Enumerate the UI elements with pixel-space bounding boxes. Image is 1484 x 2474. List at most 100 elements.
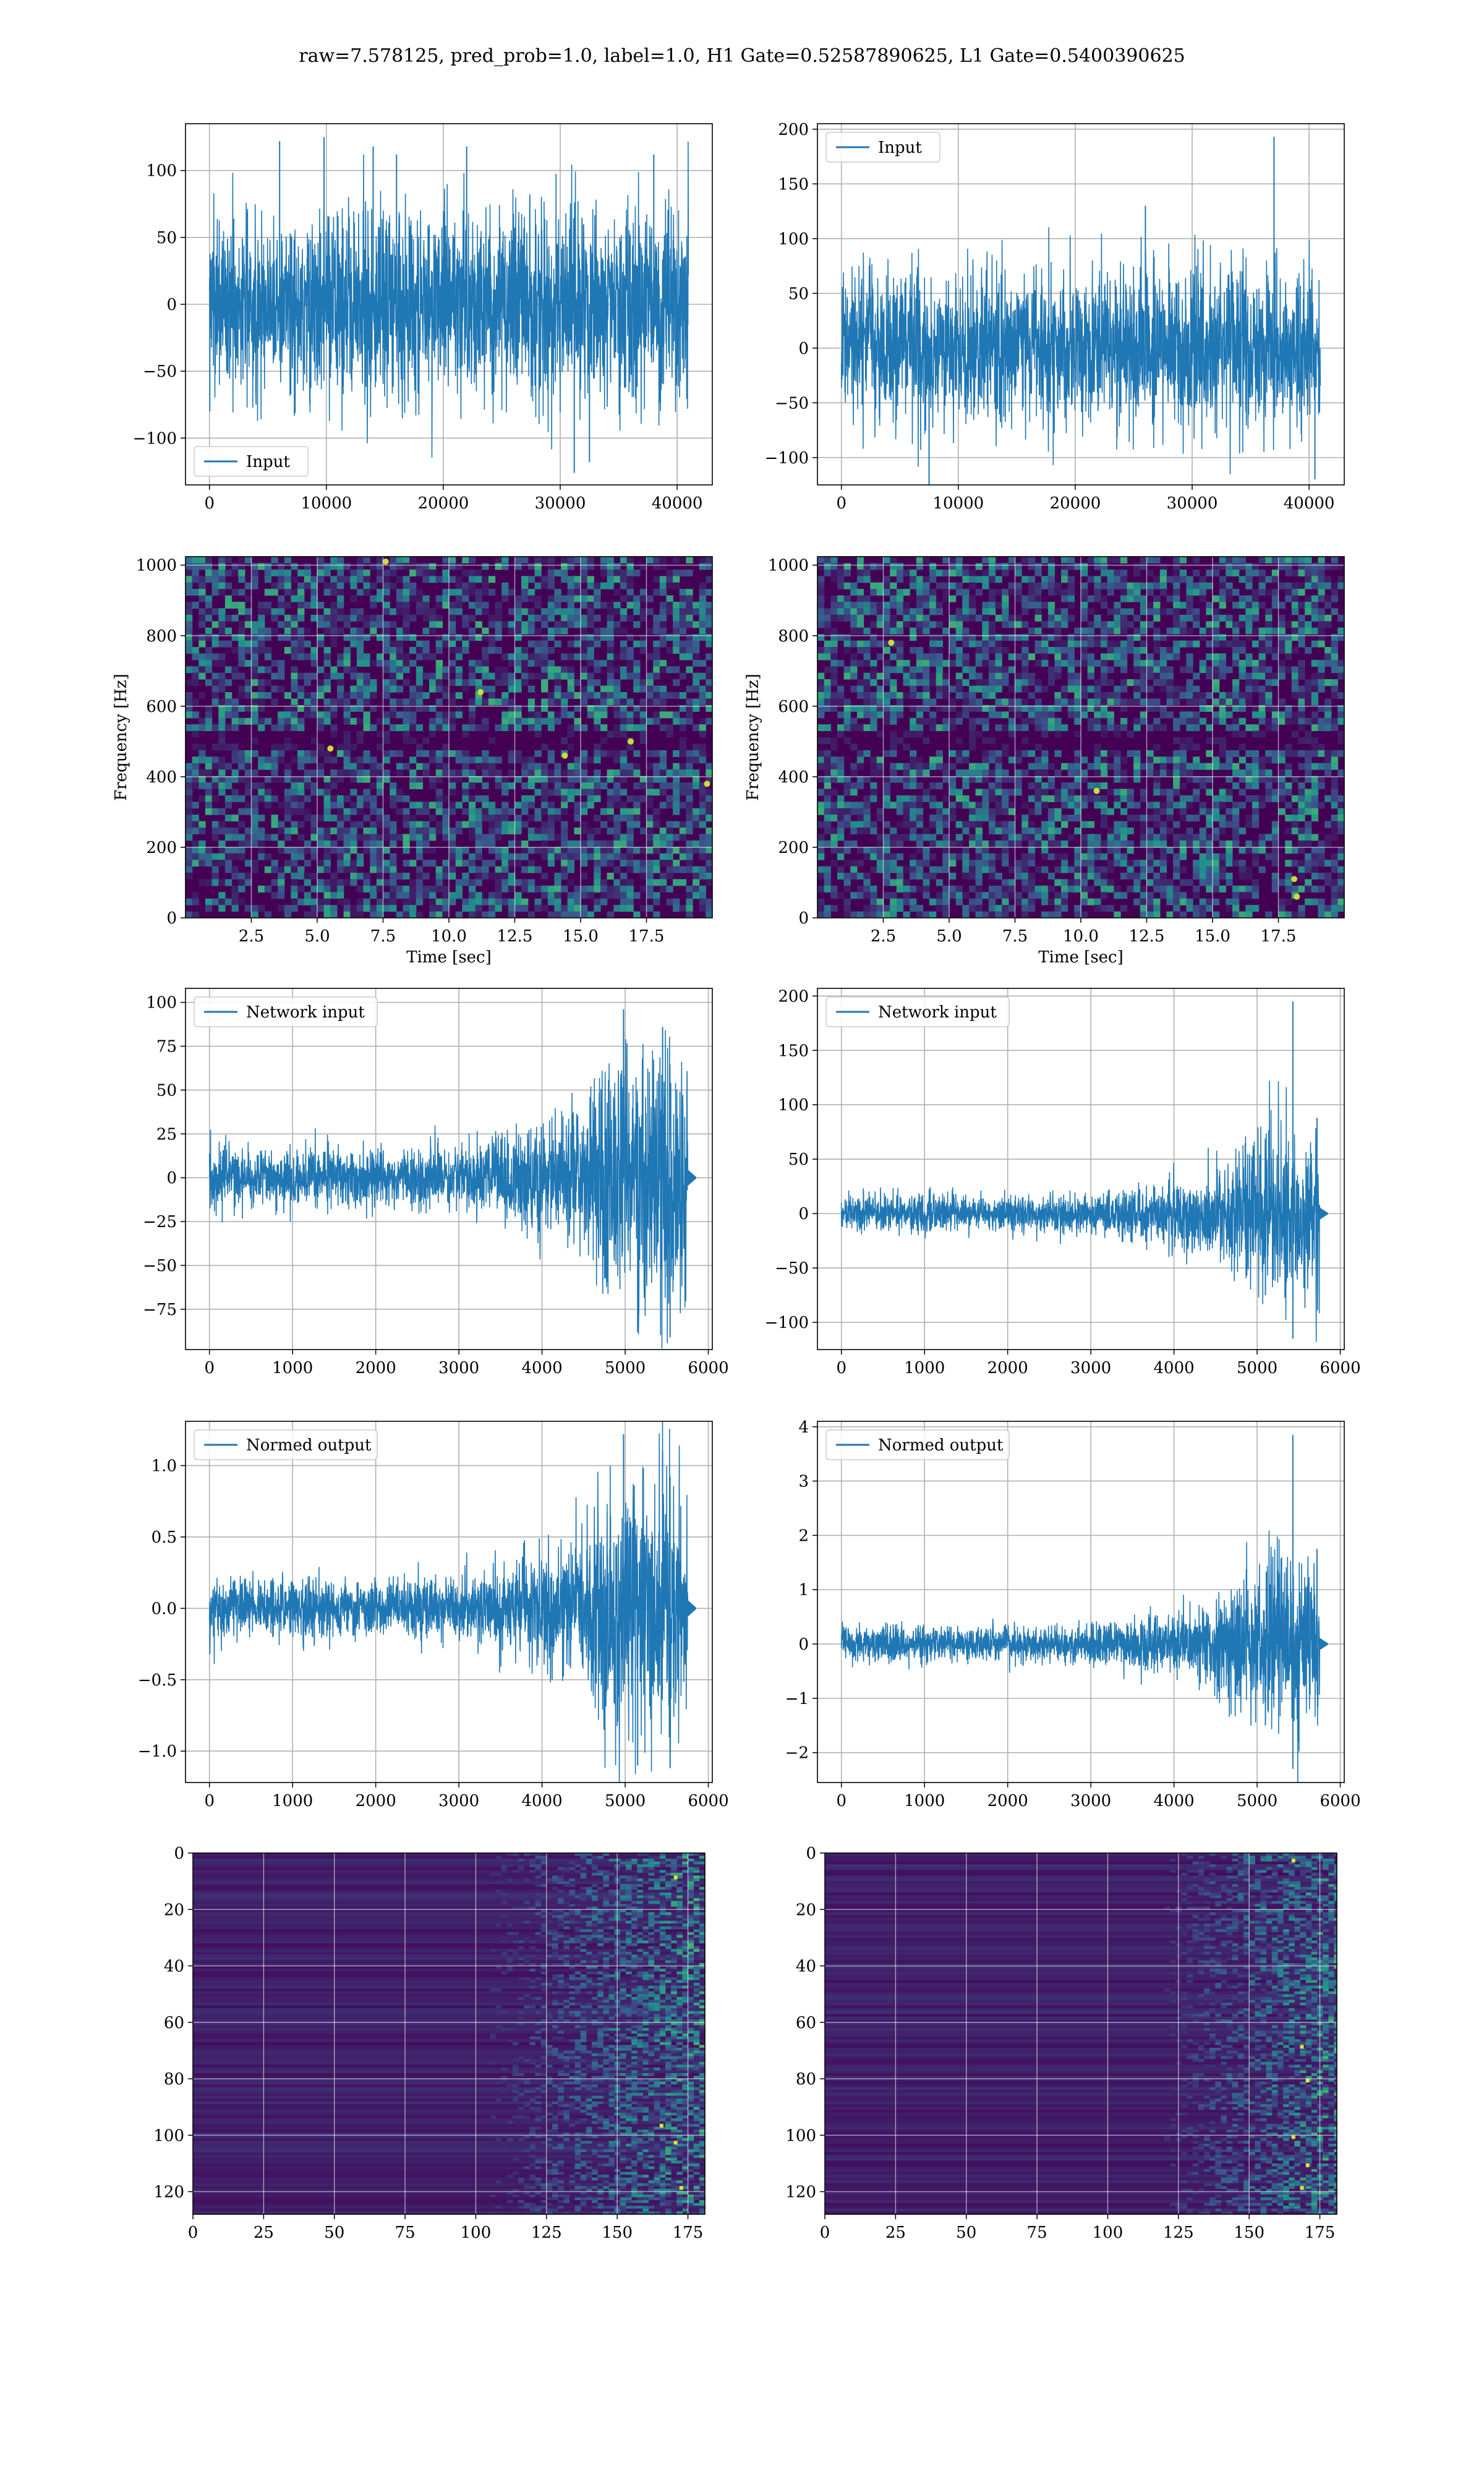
- heatmap-cell: [626, 557, 634, 563]
- heatmap-cell: [205, 756, 213, 764]
- heatmap-cell: [1146, 621, 1154, 628]
- heatmap-cell: [482, 627, 489, 635]
- heatmap-cell: [653, 627, 660, 635]
- heatmap-cell: [620, 717, 628, 725]
- heatmap-cell: [218, 627, 226, 635]
- heatmap-cell: [883, 704, 890, 712]
- heatmap-cell: [923, 873, 930, 880]
- heatmap-cell: [1193, 789, 1200, 796]
- heatmap-cell: [1041, 750, 1049, 757]
- heatmap-cell: [541, 873, 548, 880]
- heatmap-cell: [317, 763, 325, 770]
- heatmap-cell: [449, 866, 456, 873]
- heatmap-cell: [363, 589, 370, 596]
- heatmap-cell: [587, 892, 594, 899]
- heatmap-cell: [1193, 640, 1200, 648]
- heatmap-cell: [508, 627, 516, 635]
- heatmap-cell: [350, 879, 357, 886]
- heatmap-cell: [1179, 621, 1187, 628]
- heatmap-cell: [955, 802, 963, 809]
- heatmap-cell: [1008, 789, 1016, 796]
- heatmap-cell: [693, 704, 700, 712]
- heatmap-cell: [673, 576, 680, 583]
- heatmap-cell: [646, 840, 654, 847]
- heatmap-cell: [244, 840, 252, 847]
- heatmap-cell: [508, 621, 516, 628]
- heatmap-cell: [567, 653, 574, 661]
- heatmap-cell: [942, 763, 950, 770]
- heatmap-cell: [323, 685, 331, 693]
- heatmap-cell: [1074, 795, 1081, 802]
- heatmap-cell: [1193, 840, 1200, 847]
- heatmap-cell: [949, 885, 957, 892]
- heatmap-cell: [1021, 885, 1029, 892]
- heatmap-cell: [1153, 873, 1161, 880]
- heatmap-cell: [1101, 730, 1108, 738]
- heatmap-cell: [429, 847, 437, 854]
- heatmap-cell: [607, 795, 614, 802]
- heatmap-cell: [462, 582, 469, 589]
- heatmap-cell: [1074, 679, 1081, 687]
- heatmap-cell: [258, 847, 265, 854]
- heatmap-cell: [1015, 569, 1022, 576]
- heatmap-cell: [567, 608, 574, 615]
- heatmap-cell: [856, 802, 864, 809]
- heatmap-cell: [890, 704, 897, 712]
- heatmap-cell: [205, 563, 213, 570]
- heatmap-cell: [211, 724, 219, 732]
- heatmap-cell: [903, 911, 910, 918]
- heatmap-cell: [896, 776, 904, 783]
- heatmap-cell: [600, 698, 608, 706]
- heatmap-cell: [1087, 595, 1094, 602]
- heatmap-cell: [508, 769, 516, 777]
- heatmap-cell: [449, 717, 456, 725]
- heatmap-cell: [613, 627, 621, 635]
- heatmap-cell: [659, 602, 667, 609]
- heatmap-cell: [962, 679, 970, 687]
- heatmap-cell: [1193, 763, 1200, 770]
- heatmap-cell: [205, 879, 213, 886]
- heatmap-cell: [1153, 802, 1161, 809]
- heatmap-cell: [205, 647, 213, 654]
- heatmap-cell: [390, 866, 397, 873]
- heatmap-cell: [639, 905, 647, 912]
- heatmap-cell: [1146, 815, 1154, 822]
- heatmap-cell: [949, 776, 957, 783]
- heatmap-cell: [218, 737, 226, 744]
- heatmap-cell: [231, 885, 239, 892]
- heatmap-cell: [1008, 698, 1016, 706]
- heatmap-cell: [1219, 743, 1226, 751]
- heatmap-cell: [244, 692, 252, 699]
- heatmap-cell: [435, 828, 443, 834]
- heatmap-cell: [323, 860, 331, 867]
- heatmap-cell: [383, 776, 390, 783]
- heatmap-cell: [1186, 879, 1193, 886]
- heatmap-cell: [521, 840, 529, 847]
- heatmap-cell: [527, 866, 535, 873]
- heatmap-cell: [508, 698, 516, 706]
- heatmap-cell: [955, 840, 963, 847]
- heatmap-cell: [192, 743, 199, 751]
- heatmap-cell: [706, 769, 712, 777]
- heatmap-cell: [1226, 614, 1233, 622]
- heatmap-cell: [706, 840, 712, 847]
- heatmap-cell: [916, 614, 924, 622]
- heatmap-cell: [238, 885, 245, 892]
- heatmap-cell: [475, 589, 482, 596]
- heatmap-cell: [817, 576, 825, 583]
- heatmap-cell: [1047, 853, 1055, 860]
- heatmap-cell: [527, 879, 535, 886]
- heatmap-cell: [830, 653, 838, 661]
- heatmap-cell: [693, 769, 700, 777]
- heatmap-cell: [699, 756, 706, 764]
- heatmap-cell: [863, 659, 871, 667]
- heatmap-cell: [1021, 911, 1029, 918]
- heatmap-cell: [1219, 717, 1226, 725]
- heatmap-cell: [949, 763, 957, 770]
- heatmap-cell: [554, 608, 561, 615]
- heatmap-cell: [370, 853, 377, 860]
- heatmap-cell: [988, 711, 996, 719]
- heatmap-cell: [1021, 750, 1029, 757]
- heatmap-cell: [830, 737, 838, 744]
- heatmap-cell: [521, 905, 529, 912]
